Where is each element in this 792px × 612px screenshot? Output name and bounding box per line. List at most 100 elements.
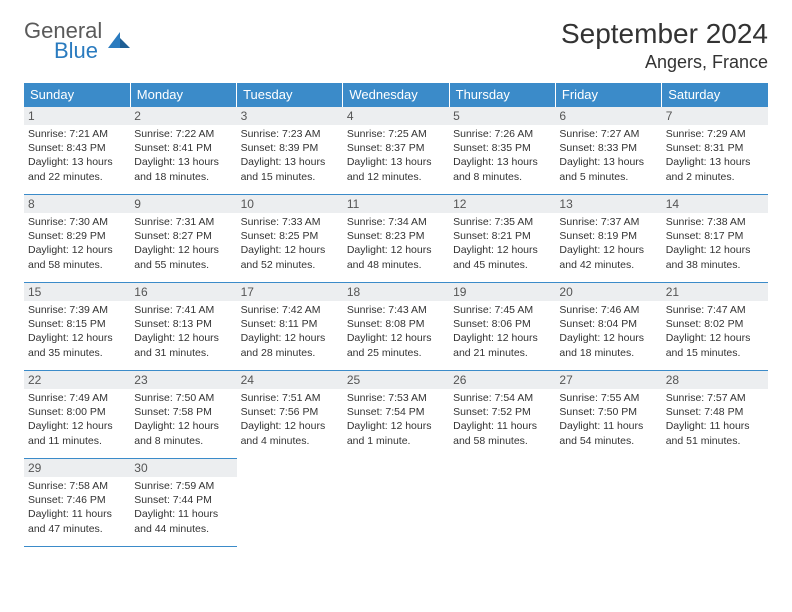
calendar-cell: 29Sunrise: 7:58 AMSunset: 7:46 PMDayligh… <box>24 459 130 547</box>
calendar-cell: 23Sunrise: 7:50 AMSunset: 7:58 PMDayligh… <box>130 371 236 459</box>
sunset-line: Sunset: 7:46 PM <box>28 493 126 507</box>
sunrise-line: Sunrise: 7:27 AM <box>559 127 657 141</box>
sunset-line: Sunset: 8:11 PM <box>241 317 339 331</box>
day-number: 18 <box>343 283 449 301</box>
sunset-line: Sunset: 8:23 PM <box>347 229 445 243</box>
sunset-line: Sunset: 8:21 PM <box>453 229 551 243</box>
sunrise-line: Sunrise: 7:21 AM <box>28 127 126 141</box>
sunrise-line: Sunrise: 7:30 AM <box>28 215 126 229</box>
day-number: 29 <box>24 459 130 477</box>
sunset-line: Sunset: 8:37 PM <box>347 141 445 155</box>
day-number: 30 <box>130 459 236 477</box>
sunrise-line: Sunrise: 7:45 AM <box>453 303 551 317</box>
sunrise-line: Sunrise: 7:26 AM <box>453 127 551 141</box>
weekday-header: Thursday <box>449 83 555 107</box>
calendar-cell: 26Sunrise: 7:54 AMSunset: 7:52 PMDayligh… <box>449 371 555 459</box>
sunset-line: Sunset: 8:35 PM <box>453 141 551 155</box>
calendar-cell: 6Sunrise: 7:27 AMSunset: 8:33 PMDaylight… <box>555 107 661 195</box>
day-number: 23 <box>130 371 236 389</box>
calendar-cell <box>343 459 449 547</box>
logo-text-blue: Blue <box>54 38 102 64</box>
calendar-cell: 24Sunrise: 7:51 AMSunset: 7:56 PMDayligh… <box>237 371 343 459</box>
sunrise-line: Sunrise: 7:33 AM <box>241 215 339 229</box>
sunrise-line: Sunrise: 7:41 AM <box>134 303 232 317</box>
sunrise-line: Sunrise: 7:29 AM <box>666 127 764 141</box>
daylight-line: Daylight: 12 hours and 42 minutes. <box>559 243 657 271</box>
sunset-line: Sunset: 8:33 PM <box>559 141 657 155</box>
sunrise-line: Sunrise: 7:47 AM <box>666 303 764 317</box>
calendar-cell: 5 Sunrise: 7:26 AMSunset: 8:35 PMDaylight… <box>449 107 555 195</box>
sunrise-line: Sunrise: 7:31 AM <box>134 215 232 229</box>
day-number: 10 <box>237 195 343 213</box>
weekday-header: Sunday <box>24 83 130 107</box>
sunset-line: Sunset: 8:02 PM <box>666 317 764 331</box>
day-number: 8 <box>24 195 130 213</box>
calendar-cell: 25Sunrise: 7:53 AMSunset: 7:54 PMDayligh… <box>343 371 449 459</box>
daylight-line: Daylight: 13 hours and 22 minutes. <box>28 155 126 183</box>
calendar-cell: 7Sunrise: 7:29 AMSunset: 8:31 PMDaylight… <box>662 107 768 195</box>
day-number: 15 <box>24 283 130 301</box>
sunset-line: Sunset: 8:04 PM <box>559 317 657 331</box>
day-number: 26 <box>449 371 555 389</box>
calendar-cell: 14Sunrise: 7:38 AMSunset: 8:17 PMDayligh… <box>662 195 768 283</box>
calendar-row: 8Sunrise: 7:30 AMSunset: 8:29 PMDaylight… <box>24 195 768 283</box>
weekday-header: Saturday <box>662 83 768 107</box>
daylight-line: Daylight: 11 hours and 51 minutes. <box>666 419 764 447</box>
daylight-line: Daylight: 11 hours and 47 minutes. <box>28 507 126 535</box>
sunset-line: Sunset: 8:31 PM <box>666 141 764 155</box>
sunrise-line: Sunrise: 7:43 AM <box>347 303 445 317</box>
weekday-header: Wednesday <box>343 83 449 107</box>
calendar-row: 1Sunrise: 7:21 AMSunset: 8:43 PMDaylight… <box>24 107 768 195</box>
calendar-row: 22Sunrise: 7:49 AMSunset: 8:00 PMDayligh… <box>24 371 768 459</box>
sunrise-line: Sunrise: 7:38 AM <box>666 215 764 229</box>
day-number: 2 <box>130 107 236 125</box>
location: Angers, France <box>561 52 768 73</box>
sunrise-line: Sunrise: 7:54 AM <box>453 391 551 405</box>
calendar-cell: 3Sunrise: 7:23 AMSunset: 8:39 PMDaylight… <box>237 107 343 195</box>
calendar-cell: 12Sunrise: 7:35 AMSunset: 8:21 PMDayligh… <box>449 195 555 283</box>
logo: General Blue <box>24 18 132 64</box>
calendar-cell: 16Sunrise: 7:41 AMSunset: 8:13 PMDayligh… <box>130 283 236 371</box>
day-number: 4 <box>343 107 449 125</box>
calendar-cell: 4Sunrise: 7:25 AMSunset: 8:37 PMDaylight… <box>343 107 449 195</box>
daylight-line: Daylight: 12 hours and 58 minutes. <box>28 243 126 271</box>
day-number: 5 <box>449 107 555 125</box>
calendar-cell: 15Sunrise: 7:39 AMSunset: 8:15 PMDayligh… <box>24 283 130 371</box>
sunset-line: Sunset: 8:25 PM <box>241 229 339 243</box>
sunset-line: Sunset: 7:56 PM <box>241 405 339 419</box>
sunrise-line: Sunrise: 7:42 AM <box>241 303 339 317</box>
calendar-table: SundayMondayTuesdayWednesdayThursdayFrid… <box>24 83 768 547</box>
sunset-line: Sunset: 8:00 PM <box>28 405 126 419</box>
calendar-cell: 8Sunrise: 7:30 AMSunset: 8:29 PMDaylight… <box>24 195 130 283</box>
daylight-line: Daylight: 12 hours and 52 minutes. <box>241 243 339 271</box>
sunset-line: Sunset: 7:58 PM <box>134 405 232 419</box>
calendar-row: 29Sunrise: 7:58 AMSunset: 7:46 PMDayligh… <box>24 459 768 547</box>
weekday-header-row: SundayMondayTuesdayWednesdayThursdayFrid… <box>24 83 768 107</box>
day-number: 14 <box>662 195 768 213</box>
daylight-line: Daylight: 12 hours and 45 minutes. <box>453 243 551 271</box>
day-number: 25 <box>343 371 449 389</box>
daylight-line: Daylight: 12 hours and 1 minute. <box>347 419 445 447</box>
daylight-line: Daylight: 13 hours and 18 minutes. <box>134 155 232 183</box>
sunrise-line: Sunrise: 7:46 AM <box>559 303 657 317</box>
day-number: 22 <box>24 371 130 389</box>
calendar-cell: 11Sunrise: 7:34 AMSunset: 8:23 PMDayligh… <box>343 195 449 283</box>
day-number: 24 <box>237 371 343 389</box>
calendar-cell: 19Sunrise: 7:45 AMSunset: 8:06 PMDayligh… <box>449 283 555 371</box>
calendar-cell <box>555 459 661 547</box>
daylight-line: Daylight: 12 hours and 28 minutes. <box>241 331 339 359</box>
day-number: 27 <box>555 371 661 389</box>
sunrise-line: Sunrise: 7:23 AM <box>241 127 339 141</box>
daylight-line: Daylight: 11 hours and 54 minutes. <box>559 419 657 447</box>
calendar-cell: 22Sunrise: 7:49 AMSunset: 8:00 PMDayligh… <box>24 371 130 459</box>
calendar-cell <box>237 459 343 547</box>
day-number: 13 <box>555 195 661 213</box>
day-number: 17 <box>237 283 343 301</box>
day-number: 3 <box>237 107 343 125</box>
day-number: 11 <box>343 195 449 213</box>
calendar-body: 1Sunrise: 7:21 AMSunset: 8:43 PMDaylight… <box>24 107 768 547</box>
daylight-line: Daylight: 12 hours and 35 minutes. <box>28 331 126 359</box>
daylight-line: Daylight: 12 hours and 25 minutes. <box>347 331 445 359</box>
daylight-line: Daylight: 13 hours and 8 minutes. <box>453 155 551 183</box>
calendar-cell <box>662 459 768 547</box>
